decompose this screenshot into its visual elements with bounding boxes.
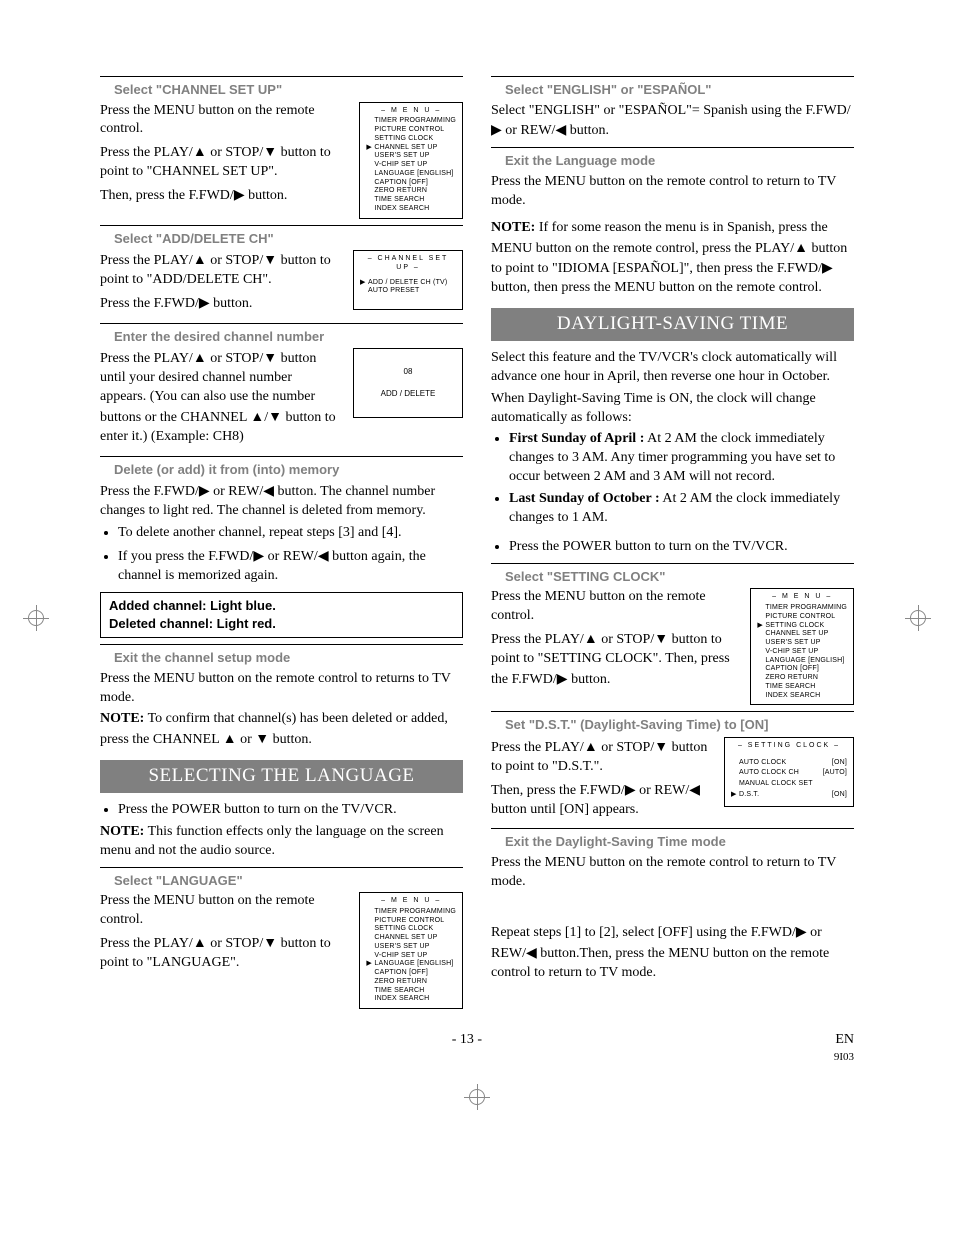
page-footer: - 13 - EN 9I03: [100, 1031, 854, 1065]
osd-menu: – M E N U –TIMER PROGRAMMINGPICTURE CONT…: [359, 102, 463, 219]
body-text: Press the PLAY/▲ or STOP/▼ button to poi…: [100, 933, 345, 973]
body-text: Then, press the F.FWD/▶ button.: [100, 185, 345, 206]
right-icon: ▶: [199, 294, 210, 310]
body-text: Press the PLAY/▲ or STOP/▼ button to poi…: [100, 142, 345, 182]
list-item: Last Sunday of October : At 2 AM the clo…: [509, 490, 854, 528]
body-text: Press the PLAY/▲ or STOP/▼ button to poi…: [100, 250, 339, 290]
up-icon: ▲: [223, 730, 237, 746]
page-columns: Select "CHANNEL SET UP" Press the MENU b…: [100, 70, 854, 1009]
right-icon: ▶: [253, 547, 264, 563]
up-icon: ▲: [584, 630, 598, 646]
step-head: Enter the desired channel number: [114, 328, 463, 346]
step-head: Exit the Daylight-Saving Time mode: [505, 833, 854, 851]
down-icon: ▼: [263, 251, 277, 267]
osd-value: 08: [404, 367, 413, 378]
body-text: Select "ENGLISH" or "ESPAÑOL"= Spanish u…: [491, 102, 854, 142]
osd-menu: – M E N U –TIMER PROGRAMMINGPICTURE CONT…: [359, 892, 463, 1009]
footer-lang: EN: [835, 1032, 854, 1047]
body-text: Repeat steps [1] to [2], select [OFF] us…: [491, 922, 854, 983]
crop-mark-right: [910, 610, 926, 626]
body-text: NOTE: To confirm that channel(s) has bee…: [100, 710, 463, 750]
right-icon: ▶: [491, 121, 502, 137]
down-icon: ▼: [268, 408, 282, 424]
down-icon: ▼: [654, 630, 668, 646]
right-icon: ▶: [199, 482, 210, 498]
list-item: Press the POWER button to turn on the TV…: [118, 801, 463, 820]
step-head: Select "ENGLISH" or "ESPAÑOL": [505, 81, 854, 99]
up-icon: ▲: [193, 143, 207, 159]
step-head: Exit the channel setup mode: [114, 649, 463, 667]
osd-menu: – M E N U –TIMER PROGRAMMINGPICTURE CONT…: [750, 588, 854, 705]
body-text: Added channel: Light blue.: [109, 597, 454, 615]
body-text: NOTE: This function effects only the lan…: [100, 823, 463, 861]
step-head: Set "D.S.T." (Daylight-Saving Time) to […: [505, 716, 854, 734]
right-icon: ▶: [557, 670, 568, 686]
left-icon: ◀: [526, 944, 537, 960]
bullet-list: Press the POWER button to turn on the TV…: [491, 538, 854, 557]
osd-channel-setup: – CHANNEL SET UP –▶ADD / DELETE CH (TV)A…: [353, 250, 463, 310]
list-item: First Sunday of April : At 2 AM the cloc…: [509, 430, 854, 487]
down-icon: ▼: [263, 349, 277, 365]
body-text: Press the MENU button on the remote cont…: [491, 588, 736, 626]
crop-mark-left: [28, 610, 44, 626]
step-head: Delete (or add) it from (into) memory: [114, 461, 463, 479]
step-head: Select "SETTING CLOCK": [505, 568, 854, 586]
up-icon: ▲: [584, 738, 598, 754]
section-heading: DAYLIGHT-SAVING TIME: [491, 308, 854, 341]
up-icon: ▲: [250, 408, 264, 424]
section-heading: SELECTING THE LANGUAGE: [100, 760, 463, 793]
crop-mark-bottom: [469, 1089, 485, 1105]
osd-channel-number: 08 ADD / DELETE: [353, 348, 463, 418]
body-text: When Daylight-Saving Time is ON, the clo…: [491, 390, 854, 428]
body-text: Press the F.FWD/▶ button.: [100, 293, 339, 314]
down-icon: ▼: [654, 738, 668, 754]
left-column: Select "CHANNEL SET UP" Press the MENU b…: [100, 70, 463, 1009]
down-icon: ▼: [263, 143, 277, 159]
page-number: - 13 -: [452, 1031, 482, 1065]
body-text: Press the MENU button on the remote cont…: [491, 854, 854, 892]
right-column: Select "ENGLISH" or "ESPAÑOL" Select "EN…: [491, 70, 854, 1009]
body-text: NOTE: If for some reason the menu is in …: [491, 219, 854, 299]
body-text: Press the PLAY/▲ or STOP/▼ button until …: [100, 348, 339, 446]
right-icon: ▶: [625, 781, 636, 797]
up-icon: ▲: [193, 934, 207, 950]
osd-setting-clock: – SETTING CLOCK –AUTO CLOCK[ON]AUTO CLOC…: [724, 737, 854, 807]
up-icon: ▲: [193, 349, 207, 365]
down-icon: ▼: [263, 934, 277, 950]
body-text: Press the PLAY/▲ or STOP/▼ button to poi…: [491, 737, 710, 777]
bullet-list: First Sunday of April : At 2 AM the cloc…: [491, 430, 854, 527]
right-icon: ▶: [796, 923, 807, 939]
body-text: Deleted channel: Light red.: [109, 615, 454, 633]
highlight-box: Added channel: Light blue. Deleted chann…: [100, 592, 463, 638]
step-head: Select "CHANNEL SET UP": [114, 81, 463, 99]
bullet-list: To delete another channel, repeat steps …: [100, 524, 463, 586]
step-head: Select "ADD/DELETE CH": [114, 230, 463, 248]
down-icon: ▼: [255, 730, 269, 746]
up-icon: ▲: [794, 239, 808, 255]
body-text: Press the MENU button on the remote cont…: [491, 173, 854, 211]
footer-code: 9I03: [834, 1050, 854, 1065]
body-text: Press the MENU button on the remote cont…: [100, 102, 345, 140]
step-head: Select "LANGUAGE": [114, 872, 463, 890]
left-icon: ◀: [263, 482, 274, 498]
list-item: If you press the F.FWD/▶ or REW/◀ button…: [118, 546, 463, 586]
left-icon: ◀: [689, 781, 700, 797]
list-item: To delete another channel, repeat steps …: [118, 524, 463, 543]
up-icon: ▲: [193, 251, 207, 267]
step-head: Exit the Language mode: [505, 152, 854, 170]
body-text: Then, press the F.FWD/▶ or REW/◀ button …: [491, 780, 710, 820]
right-icon: ▶: [822, 259, 833, 275]
bullet-list: Press the POWER button to turn on the TV…: [100, 801, 463, 820]
left-icon: ◀: [555, 121, 566, 137]
right-icon: ▶: [234, 186, 245, 202]
body-text: Press the PLAY/▲ or STOP/▼ button to poi…: [491, 629, 736, 690]
osd-value: ADD / DELETE: [381, 389, 436, 400]
body-text: Select this feature and the TV/VCR's clo…: [491, 349, 854, 387]
left-icon: ◀: [318, 547, 329, 563]
body-text: Press the F.FWD/▶ or REW/◀ button. The c…: [100, 481, 463, 521]
list-item: Press the POWER button to turn on the TV…: [509, 538, 854, 557]
body-text: Press the MENU button on the remote cont…: [100, 892, 345, 930]
body-text: Press the MENU button on the remote cont…: [100, 670, 463, 708]
